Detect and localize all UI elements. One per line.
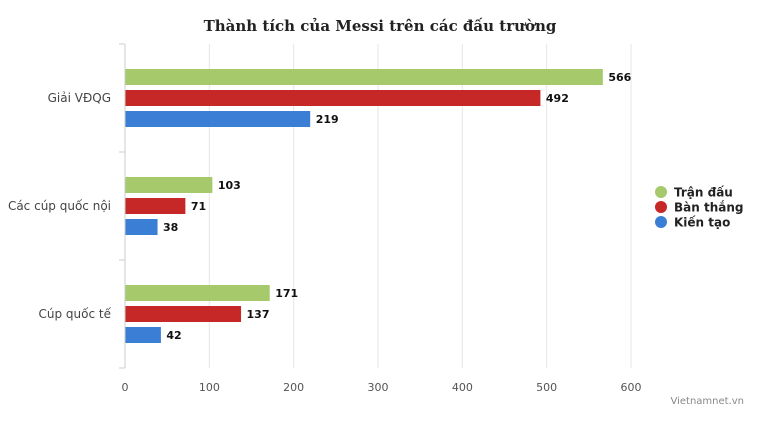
labels: 0 100 200 300 400 500 600 Giải VĐQG 566 492 219 Các…	[8, 71, 642, 394]
data-label: 38	[163, 221, 178, 234]
data-label: 42	[166, 329, 181, 342]
bar-3-2[interactable]	[125, 219, 158, 235]
data-label: 171	[275, 287, 298, 300]
x-tick-label: 300	[368, 381, 389, 394]
bar-3-1[interactable]	[125, 111, 311, 127]
legend-label[interactable]: Trận đấu	[674, 186, 733, 200]
bar-1-2[interactable]	[125, 177, 213, 193]
category-label: Cúp quốc tế	[39, 307, 112, 321]
legend-marker	[655, 201, 667, 213]
bar-2-1[interactable]	[125, 90, 541, 106]
legend-marker	[655, 186, 667, 198]
source-credit: Vietnamnet.vn	[670, 396, 744, 407]
data-label: 219	[316, 113, 339, 126]
x-tick-label: 600	[621, 381, 642, 394]
chart-title: Thành tích của Messi trên các đấu trường	[204, 17, 557, 35]
bar-1-1[interactable]	[125, 69, 603, 85]
x-tick-label: 500	[536, 381, 557, 394]
legend-label[interactable]: Bàn thắng	[674, 201, 743, 215]
data-label: 492	[546, 92, 569, 105]
x-tick-label: 100	[199, 381, 220, 394]
data-label: 566	[608, 71, 631, 84]
x-tick-label: 200	[283, 381, 304, 394]
x-tick-label: 400	[452, 381, 473, 394]
x-tick-label: 0	[122, 381, 129, 394]
bars	[125, 69, 603, 343]
data-label: 137	[247, 308, 270, 321]
category-label: Các cúp quốc nội	[8, 199, 111, 213]
legend-label[interactable]: Kiến tạo	[674, 216, 730, 230]
bar-2-2[interactable]	[125, 198, 186, 214]
legend-marker	[655, 216, 667, 228]
category-label: Giải VĐQG	[48, 91, 111, 105]
bar-1-3[interactable]	[125, 285, 270, 301]
bar-2-3[interactable]	[125, 306, 242, 322]
data-label: 71	[191, 200, 206, 213]
data-label: 103	[218, 179, 241, 192]
bar-3-3[interactable]	[125, 327, 161, 343]
